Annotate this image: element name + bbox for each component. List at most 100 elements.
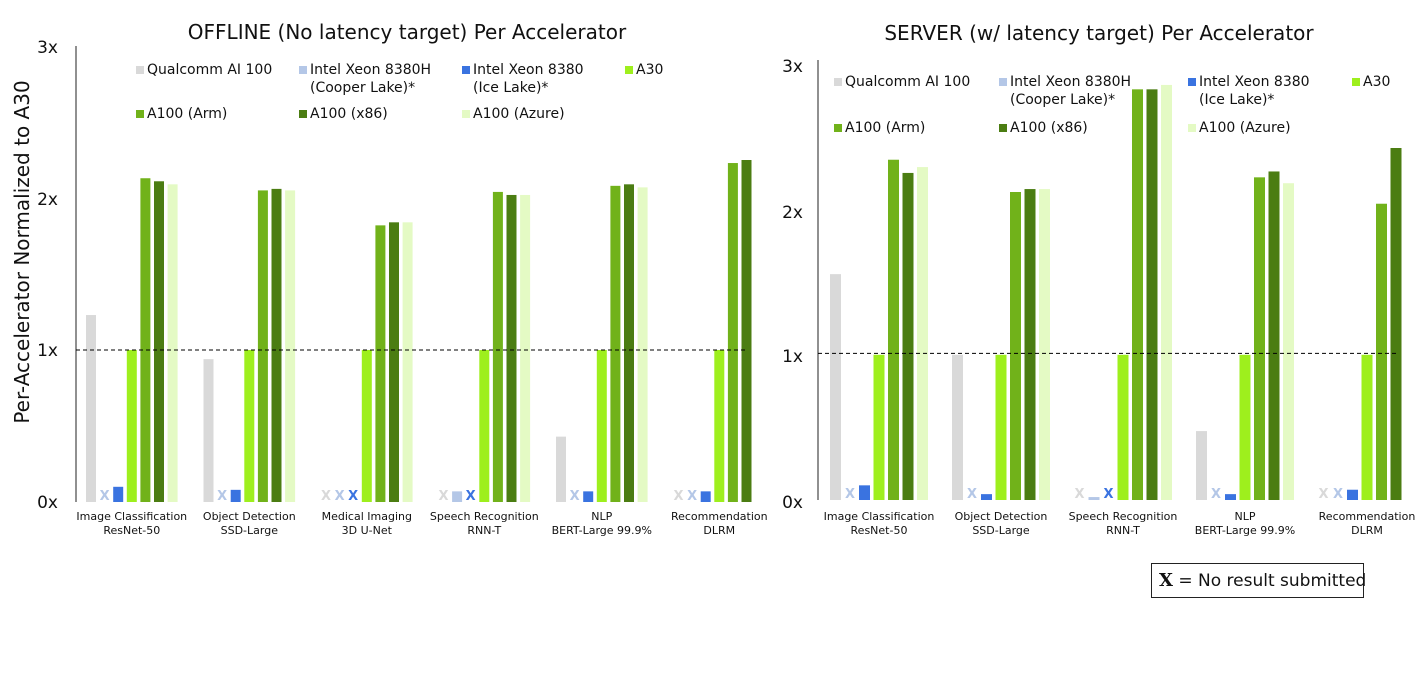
bar [1390, 148, 1402, 500]
category-label: Image Classification ResNet-50 [76, 510, 187, 537]
y-axis-label: Per-Accelerator Normalized to A30 [10, 80, 34, 423]
category-label-line: Speech Recognition [1069, 510, 1178, 523]
legend-swatch [136, 66, 144, 74]
legend-label-line: A30 [636, 62, 663, 78]
legend-label-line: A100 (Azure) [1199, 120, 1291, 136]
bar [981, 494, 992, 500]
y-tick-label: 1x [782, 347, 803, 367]
bar [610, 185, 621, 502]
y-tick-label: 1x [37, 341, 58, 361]
y-tick-label: 3x [782, 57, 803, 77]
bar [556, 436, 566, 502]
category-label: Object Detection SSD-Large [955, 510, 1048, 537]
category-label-line: Medical Imaging [322, 510, 412, 523]
bar [624, 184, 634, 502]
bar [1024, 189, 1036, 501]
category-label-line: DLRM [703, 524, 735, 537]
bar [506, 194, 517, 502]
no-result-x-mark: X [1318, 487, 1328, 502]
bar [952, 354, 963, 500]
bar [1239, 354, 1251, 500]
chart-title: SERVER (w/ latency target) Per Accelerat… [884, 21, 1314, 45]
bar [902, 172, 914, 500]
bar [244, 350, 255, 502]
no-result-x-mark: X [348, 489, 358, 504]
legend-label-line: Intel Xeon 8380H [310, 62, 431, 78]
legend-label-line: A100 (Azure) [473, 106, 565, 122]
category-label-line: BERT-Large 99.9% [552, 524, 652, 537]
legend-label-line: Intel Xeon 8380 [473, 62, 584, 78]
no-result-x-mark: X [967, 487, 977, 502]
legend-label-line: A100 (x86) [310, 106, 388, 122]
category-label: Image Classification ResNet-50 [824, 510, 935, 537]
bar [285, 190, 296, 502]
bar [1225, 494, 1236, 500]
bar [230, 489, 241, 502]
bar [452, 491, 463, 502]
legend-swatch [1188, 78, 1196, 86]
category-label-line: NLP [591, 510, 612, 523]
chart-offline: OFFLINE (No latency target) Per Accelera… [37, 20, 768, 537]
legend-label-line: (Ice Lake)* [473, 80, 548, 96]
bar [873, 354, 885, 500]
legend-swatch [1188, 124, 1196, 132]
bar [917, 167, 928, 501]
category-label-line: DLRM [1351, 524, 1383, 537]
category-label: Object Detection SSD-Large [203, 510, 296, 537]
no-result-text: = No result submitted [1178, 571, 1367, 591]
legend-swatch [462, 110, 470, 118]
bar [741, 160, 752, 502]
legend-label: A100 (Azure) [473, 106, 565, 122]
category-label-line: RNN-T [1106, 524, 1140, 537]
category-label-line: 3D U-Net [342, 524, 393, 537]
legend-label: Intel Xeon 8380 (Ice Lake)* [1199, 74, 1310, 108]
bar [492, 191, 503, 503]
chart-title: OFFLINE (No latency target) Per Accelera… [188, 20, 627, 44]
category-label-line: Image Classification [76, 510, 187, 523]
legend-label: A100 (x86) [1010, 120, 1088, 136]
legend-swatch [999, 124, 1007, 132]
category-label-line: Object Detection [203, 510, 296, 523]
no-result-x-mark: X [687, 489, 697, 504]
bar [1347, 489, 1358, 500]
bar [583, 491, 594, 502]
category-label-line: Recommendation [1319, 510, 1416, 523]
legend-label: Qualcomm AI 100 [845, 74, 970, 90]
category-label-line: NLP [1235, 510, 1256, 523]
legend-label: Intel Xeon 8380H (Cooper Lake)* [310, 62, 431, 96]
legend-label: Qualcomm AI 100 [147, 62, 272, 78]
no-result-x-mark: X [321, 489, 331, 504]
y-tick-label: 0x [782, 493, 803, 513]
no-result-x-mark: X [1074, 487, 1084, 502]
legend-label: Intel Xeon 8380H (Cooper Lake)* [1010, 74, 1131, 108]
y-tick-label: 2x [782, 203, 803, 223]
no-result-x-mark: X [335, 489, 345, 504]
legend-swatch [834, 78, 842, 86]
category-label: NLP BERT-Large 99.9% [552, 510, 652, 537]
category-label-line: Speech Recognition [430, 510, 539, 523]
legend-label-line: A100 (Arm) [147, 106, 227, 122]
legend-label-line: Qualcomm AI 100 [147, 62, 272, 78]
bar [402, 222, 413, 502]
bar [888, 159, 899, 500]
category-label-line: ResNet-50 [103, 524, 160, 537]
legend-label: A30 [1363, 74, 1390, 90]
bar [1161, 84, 1172, 500]
legend-swatch [625, 66, 633, 74]
no-result-x-mark: X [100, 489, 110, 504]
legend-label-line: (Ice Lake)* [1199, 92, 1274, 108]
legend-swatch [136, 110, 144, 118]
legend-label-line: Intel Xeon 8380 [1199, 74, 1310, 90]
bar [727, 163, 738, 503]
bar [86, 315, 96, 502]
legend-label: A100 (Arm) [845, 120, 925, 136]
legend-swatch [1352, 78, 1360, 86]
bar [154, 181, 164, 502]
category-label-line: SSD-Large [972, 524, 1030, 537]
bar [830, 274, 841, 500]
legend-label: A100 (Azure) [1199, 120, 1291, 136]
legend-swatch [299, 110, 307, 118]
category-label-line: Image Classification [824, 510, 935, 523]
bar [271, 188, 282, 502]
